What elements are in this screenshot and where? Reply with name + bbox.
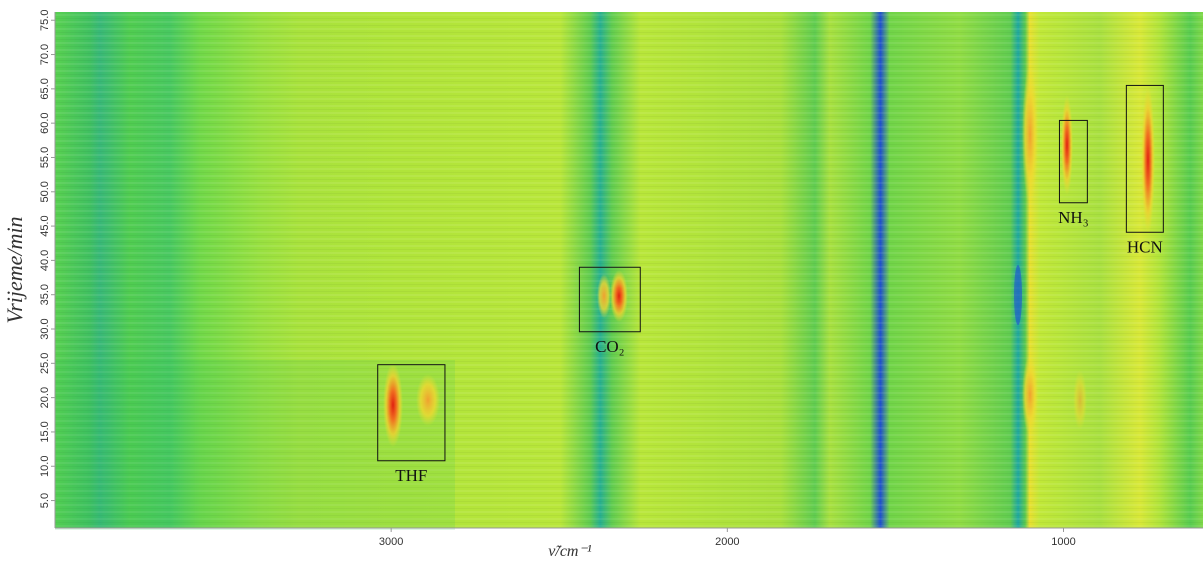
x-tick-label: 3000 <box>379 536 403 548</box>
heatmap <box>55 12 1203 530</box>
y-tick-label: 15.0 <box>39 421 51 442</box>
peak <box>597 274 611 318</box>
y-tick-label: 55.0 <box>39 147 51 168</box>
y-tick-label: 10.0 <box>39 456 51 477</box>
y-tick-label: 40.0 <box>39 250 51 271</box>
y-axis-label: Vrijeme/min <box>2 216 27 323</box>
y-tick-label: 75.0 <box>39 10 51 31</box>
x-tick-label: 1000 <box>1051 536 1075 548</box>
peak <box>383 363 403 447</box>
dip <box>1014 265 1022 325</box>
peak <box>1141 85 1155 235</box>
annotation-label: CO₂ <box>595 337 625 356</box>
y-tick-label: 35.0 <box>39 284 51 305</box>
peak <box>416 374 440 426</box>
peak <box>1061 95 1073 195</box>
peak <box>1022 65 1038 205</box>
y-tick-label: 60.0 <box>39 112 51 133</box>
annotation-box <box>377 364 446 462</box>
y-tick-label: 65.0 <box>39 78 51 99</box>
y-tick-label: 5.0 <box>39 493 51 508</box>
y-tick-label: 45.0 <box>39 215 51 236</box>
peak <box>610 270 628 322</box>
annotation-label: HCN <box>1127 237 1163 256</box>
annotation-label: THF <box>395 466 427 485</box>
y-tick-label: 25.0 <box>39 353 51 374</box>
y-tick-label: 50.0 <box>39 181 51 202</box>
x-tick-label: 2000 <box>715 536 739 548</box>
annotation-label: NH₃ <box>1058 208 1089 227</box>
y-tick-label: 30.0 <box>39 318 51 339</box>
x-axis-label: ν̃/cm⁻¹ <box>548 543 592 560</box>
peak <box>1022 355 1038 435</box>
heatmap-banding <box>55 12 1203 528</box>
y-tick-label: 20.0 <box>39 387 51 408</box>
y-tick-label: 70.0 <box>39 44 51 65</box>
annotation-box <box>578 266 641 333</box>
annotation-box <box>1058 119 1088 204</box>
peak <box>1073 370 1087 430</box>
annotation-box <box>1125 84 1164 233</box>
